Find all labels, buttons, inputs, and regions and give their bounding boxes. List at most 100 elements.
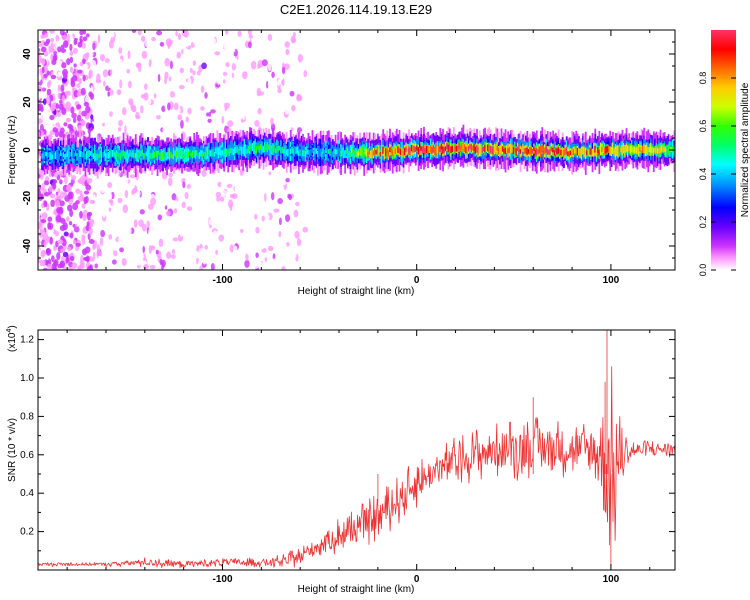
spectrogram-noise-blob: [130, 217, 134, 224]
spectrogram-signal-cell: [148, 150, 151, 158]
spectrogram-noise-blob: [105, 32, 109, 39]
spectrogram-noise-blob: [224, 30, 229, 36]
spectrogram-noise-blob: [182, 181, 186, 189]
spectrogram-noise-blob: [61, 62, 67, 69]
spectrogram-noise-blob: [150, 225, 156, 234]
spectrogram-signal-cell: [465, 146, 468, 154]
spectrogram-noise-blob: [267, 63, 272, 72]
spectrogram-noise-blob: [38, 193, 44, 201]
spectrogram-noise-blob: [85, 255, 90, 263]
spectrogram-noise-blob: [43, 115, 46, 123]
spectrogram-noise-blob: [38, 103, 42, 112]
spectrogram-signal-cell: [462, 143, 465, 149]
spectrogram-signal-cell: [141, 149, 144, 157]
spectrogram-noise-blob: [220, 181, 227, 190]
spectrogram-noise-blob: [293, 252, 297, 258]
spectrogram-signal-cell: [666, 147, 669, 155]
spectrogram-signal-cell: [374, 148, 376, 156]
spectrogram-noise-blob: [167, 40, 172, 48]
spectrogram-noise-blob: [102, 202, 108, 211]
spectrogram-noise-blob: [41, 87, 47, 92]
spectrogram-noise-blob: [38, 43, 42, 48]
spectrogram-noise-blob: [96, 73, 101, 82]
spectrogram-noise-blob: [136, 250, 140, 258]
spectrogram-signal-cell: [291, 146, 294, 154]
spectrogram-noise-blob: [69, 255, 75, 262]
spectrogram-signal-cell: [75, 150, 77, 156]
spectrogram-noise-blob: [291, 38, 297, 43]
spectrogram-noise-blob: [143, 66, 149, 73]
spectrogram-signal-cell: [202, 151, 205, 157]
spectrogram-noise-blob: [99, 39, 104, 48]
spectrogram-noise-blob: [75, 242, 81, 247]
spectrogram-noise-blob: [186, 206, 193, 211]
spectrogram-noise-blob: [254, 120, 260, 127]
spectrogram-noise-blob: [246, 247, 250, 255]
spectrogram-noise-blob: [87, 265, 93, 270]
spectrogram-noise-blob: [97, 110, 104, 119]
spectrogram-noise-blob: [178, 251, 184, 261]
spectrogram-noise-blob: [258, 261, 264, 270]
spectrogram-noise-blob: [47, 263, 52, 270]
spectrogram-signal-cell: [349, 151, 352, 158]
spectrogram-noise-blob: [65, 117, 71, 123]
spectrogram-noise-blob: [80, 87, 86, 96]
spectrogram-noise-blob: [234, 227, 241, 236]
spectrogram-noise-blob: [303, 69, 308, 78]
spectrogram-signal-cell: [213, 152, 216, 157]
spectrogram-noise-blob: [188, 196, 191, 202]
spectrogram-noise-blob: [234, 250, 238, 260]
spectrogram-noise-blob: [76, 91, 82, 97]
spectrogram-signal-cell: [438, 147, 440, 153]
spectrogram-noise-blob: [172, 61, 177, 69]
spectrogram-signal-cell: [575, 148, 578, 154]
spectrogram-signal-cell: [527, 149, 530, 154]
spectrogram-noise-blob: [144, 83, 148, 91]
spectrogram-signal-cell: [292, 148, 295, 156]
spectrogram-signal-cell: [624, 148, 627, 154]
spectrogram-noise-blob: [208, 218, 214, 226]
spectrogram-signal-cell: [427, 146, 429, 154]
spectrogram-signal-cell: [159, 153, 162, 159]
spectrogram-signal-cell: [673, 147, 675, 156]
spectrogram-noise-blob: [76, 220, 80, 227]
spectrogram-noise-blob: [210, 263, 215, 270]
spectrogram-signal-cell: [205, 150, 208, 157]
spectrogram-signal-cell: [129, 149, 132, 157]
spectrogram-signal-cell: [579, 150, 582, 157]
spectrogram-signal-cell: [124, 151, 126, 159]
spectrogram-noise-blob: [96, 178, 102, 183]
spectrogram-signal-cell: [182, 150, 185, 159]
spectrogram-signal-cell: [510, 146, 512, 153]
spectrogram-noise-blob: [283, 209, 289, 215]
spectrogram-signal-cell: [478, 146, 481, 154]
spectrogram-signal-cell: [280, 147, 283, 154]
spectrogram-signal-cell: [327, 149, 330, 154]
spectrogram-noise-blob: [253, 109, 257, 119]
snr-y-tick-label: 1.2: [20, 335, 34, 346]
spectrogram-signal-cell: [458, 142, 461, 149]
spectrogram-signal-cell: [397, 146, 400, 153]
spectrogram-noise-blob: [264, 254, 270, 259]
spectrogram-signal-cell: [287, 148, 289, 157]
spectrogram-noise-blob: [82, 36, 88, 42]
snr-series-line: [38, 330, 675, 569]
spectrogram-signal-cell: [428, 145, 431, 153]
spectrogram-signal-cell: [480, 147, 482, 153]
spectrogram-signal-cell: [413, 145, 416, 153]
spectrogram-noise-blob: [265, 188, 269, 195]
spectrogram-signal-cell: [595, 149, 598, 156]
spectrogram-noise-blob: [70, 34, 74, 44]
spectrogram-signal-cell: [322, 147, 325, 154]
spectrogram-noise-blob: [293, 86, 300, 93]
spectrogram-signal-cell: [217, 149, 220, 157]
spectrogram-signal-cell: [145, 151, 148, 157]
spectrogram-signal-cell: [273, 144, 276, 153]
spectrogram-noise-blob: [38, 266, 42, 270]
spectrogram-noise-blob: [294, 230, 300, 239]
spectrogram-signal-cell: [563, 149, 565, 158]
spectrogram-noise-blob: [156, 114, 161, 120]
spectrogram-noise-blob: [214, 101, 219, 108]
spectrogram-signal-cell: [540, 147, 542, 156]
spectrogram-noise-blob: [110, 173, 114, 183]
